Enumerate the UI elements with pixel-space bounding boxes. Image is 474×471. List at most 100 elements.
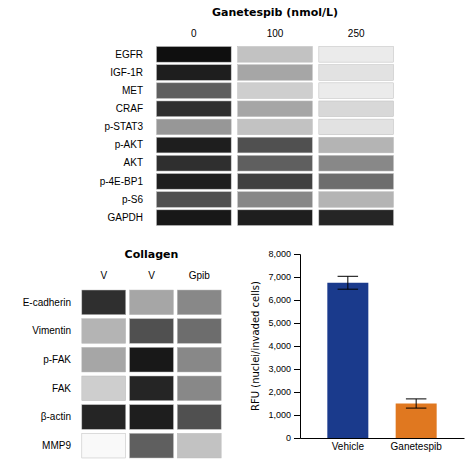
tick: Ganetespib — [391, 441, 443, 452]
cell — [177, 347, 221, 372]
axis-line — [294, 255, 301, 439]
cell — [177, 433, 221, 458]
tick-mark — [294, 323, 300, 324]
cell — [177, 376, 221, 401]
tick-mark — [294, 277, 300, 278]
x-axis: 0100250 — [191, 28, 365, 39]
tick: p-S6 — [122, 194, 144, 205]
cell — [82, 290, 126, 315]
error-bar — [406, 399, 427, 408]
bars — [327, 276, 436, 438]
tick-label: MMP9 — [42, 440, 71, 451]
error-cap — [406, 398, 427, 399]
error-stem — [416, 399, 417, 408]
tick-label: Ganetespib — [391, 441, 443, 452]
cell — [319, 137, 394, 153]
tick-label: IGF-1R — [110, 67, 143, 78]
tick: 8,000 — [268, 249, 300, 259]
cell — [238, 47, 313, 63]
bar — [327, 283, 368, 438]
cell — [238, 210, 313, 226]
tick-label: FAK — [52, 383, 71, 394]
cell — [156, 65, 231, 81]
tick: 7,000 — [268, 272, 300, 282]
cell — [130, 376, 174, 401]
figure: Ganetespib (nmol/L)0100250EGFRIGF-1RMETC… — [0, 0, 474, 471]
cell — [238, 101, 313, 117]
heatmap-panel: CollagenVVGpibE-cadherinVimentinp-FAKFAK… — [23, 248, 222, 458]
tick: V — [148, 270, 155, 281]
tick-label: 4,000 — [268, 341, 291, 351]
tick-label: EGFR — [115, 49, 143, 60]
cell — [156, 192, 231, 208]
cell — [130, 290, 174, 315]
cell — [130, 433, 174, 458]
bar-panel: 01,0002,0003,0004,0005,0006,0007,0008,00… — [250, 249, 464, 452]
cell — [156, 119, 231, 135]
title: Ganetespib (nmol/L) — [212, 6, 338, 19]
error-cap — [338, 276, 359, 277]
cell — [156, 155, 231, 171]
tick: IGF-1R — [110, 67, 143, 78]
cell — [319, 155, 394, 171]
heatmap-panel: Ganetespib (nmol/L)0100250EGFRIGF-1RMETC… — [100, 6, 394, 225]
tick: 0 — [286, 433, 300, 443]
tick-mark — [294, 254, 300, 255]
cell — [82, 376, 126, 401]
tick-label: 250 — [348, 28, 365, 39]
tick: MET — [122, 85, 143, 96]
tick-label: p-FAK — [43, 354, 71, 365]
tick: 6,000 — [268, 295, 300, 305]
tick: p-4E-BP1 — [100, 176, 144, 187]
tick: EGFR — [115, 49, 143, 60]
tick-mark — [294, 392, 300, 393]
y-axis: EGFRIGF-1RMETCRAFp-STAT3p-AKTAKTp-4E-BP1… — [100, 49, 144, 223]
bar — [396, 404, 437, 439]
tick: 0 — [191, 28, 197, 39]
cell — [319, 192, 394, 208]
tick-label: p-4E-BP1 — [100, 176, 144, 187]
tick-label: p-S6 — [122, 194, 144, 205]
tick: p-AKT — [115, 139, 143, 150]
tick: E-cadherin — [23, 297, 71, 308]
tick: β-actin — [41, 411, 71, 422]
tick-label: MET — [122, 85, 143, 96]
tick-label: Vimentin — [32, 325, 71, 336]
tick-label: E-cadherin — [23, 297, 71, 308]
cell — [156, 210, 231, 226]
cell — [130, 405, 174, 430]
cell — [177, 290, 221, 315]
cell — [319, 119, 394, 135]
tick-label: AKT — [124, 157, 143, 168]
tick: FAK — [52, 383, 71, 394]
cell — [238, 155, 313, 171]
cells — [156, 47, 393, 226]
tick: 2,000 — [268, 387, 300, 397]
tick-label: 5,000 — [268, 318, 291, 328]
tick: AKT — [124, 157, 143, 168]
tick-label: 2,000 — [268, 387, 291, 397]
cell — [156, 47, 231, 63]
y-axis-title: RFU (nuclei/invaded cells) — [250, 281, 261, 411]
tick: 1,000 — [268, 410, 300, 420]
cell — [238, 83, 313, 99]
cell — [82, 319, 126, 344]
tick-label: 1,000 — [268, 410, 291, 420]
cell — [156, 137, 231, 153]
cell — [319, 47, 394, 63]
cell — [177, 405, 221, 430]
tick-label: V — [148, 270, 155, 281]
cell — [82, 433, 126, 458]
cells — [82, 290, 221, 458]
tick-label: p-STAT3 — [104, 121, 143, 132]
tick-label: β-actin — [41, 411, 71, 422]
tick-label: V — [100, 270, 107, 281]
tick: V — [100, 270, 107, 281]
cell — [238, 119, 313, 135]
tick: p-STAT3 — [104, 121, 143, 132]
tick: Vehicle — [332, 441, 365, 452]
cell — [130, 347, 174, 372]
tick-label: 0 — [191, 28, 197, 39]
tick-mark — [294, 438, 300, 439]
axis-line — [301, 438, 465, 439]
